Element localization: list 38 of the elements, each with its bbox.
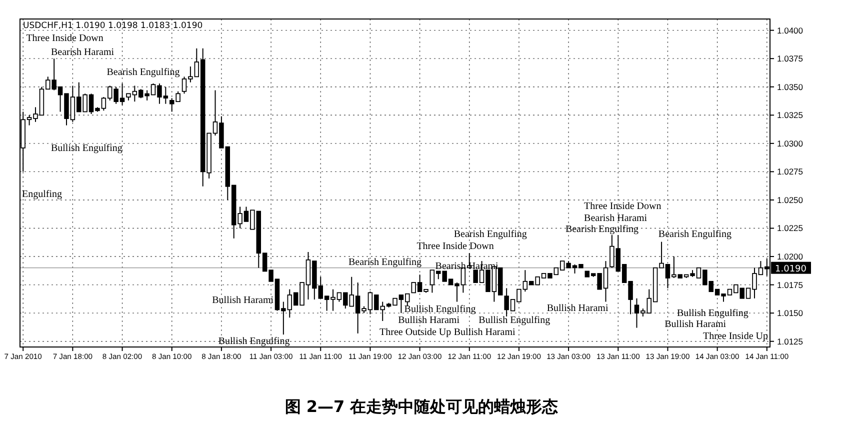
y-tick-label: 1.0275: [777, 166, 804, 177]
annotation: Bearish Engulfing: [658, 229, 732, 240]
annotation: Bullish Engulfing: [478, 315, 550, 326]
y-tick-label: 1.0350: [777, 82, 804, 92]
y-tick-label: 1.0250: [777, 194, 804, 205]
annotation: Bearish Harami: [584, 213, 648, 224]
annotation: Bullish Harami: [664, 319, 726, 330]
annotation: Bullish Engulfing: [404, 304, 476, 315]
y-tick-label: 1.0325: [777, 110, 804, 120]
y-tick-label: 1.0400: [777, 25, 804, 36]
annotation: Bearish Engulfing: [348, 257, 422, 268]
y-tick-label: 1.0225: [777, 223, 804, 234]
text: 图 2—7 在走势中随处可见的蜡烛形态: [284, 397, 558, 416]
ref-line-label: 1.0190: [775, 264, 807, 274]
annotation: Bearish Engulfing: [106, 67, 180, 78]
annotation: Bullish Engulfing: [218, 336, 290, 347]
annotation: Three Inside Down: [584, 201, 662, 212]
annotation: Bullish Harami: [398, 315, 460, 326]
annotation: Bearish Harami: [50, 47, 114, 58]
y-tick-label: 1.0300: [777, 138, 804, 148]
y-tick-label: 1.0175: [777, 280, 804, 290]
y-tick-label: 1.0125: [777, 336, 804, 346]
annotation: Three Outside Up: [380, 327, 452, 338]
annotation: Bullish Engulfing: [50, 143, 122, 154]
y-tick-label: 1.0200: [777, 252, 804, 262]
annotation: Bullish Engulfing: [677, 308, 748, 319]
annotation: Bearish Engulfing: [454, 229, 527, 240]
annotation: Bullish Harami: [454, 327, 516, 338]
annotation: Bullish Harami: [212, 295, 274, 306]
annotation: Bearish Engulfing: [565, 224, 638, 235]
chart-subtitle: USDCHF,H1 1.0190 1.0198 1.0183 1.0190: [23, 21, 203, 31]
annotation: Three Inside Down: [26, 33, 104, 44]
annotation: Bullish Harami: [546, 303, 608, 314]
y-tick-label: 1.0150: [777, 308, 804, 318]
annotation: Three Inside Down: [416, 241, 494, 252]
annotation: Three Inside Up: [703, 331, 768, 342]
annotation: Engulfing: [22, 189, 62, 200]
y-tick-label: 1.0375: [777, 54, 804, 64]
